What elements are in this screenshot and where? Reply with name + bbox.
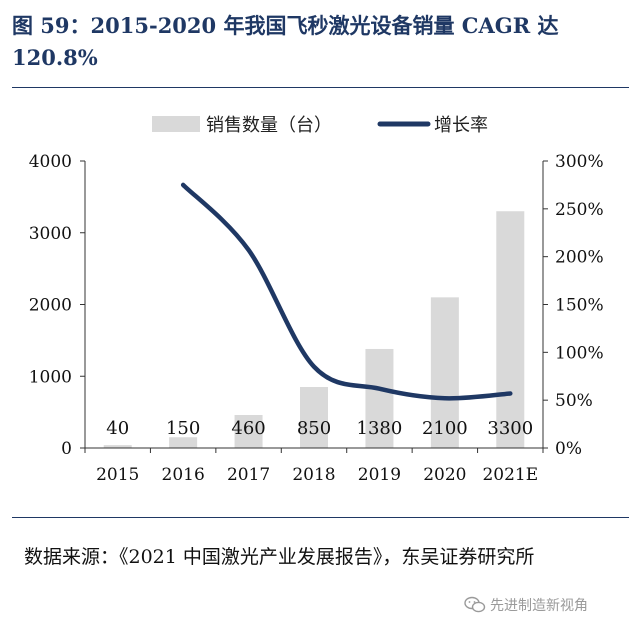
legend-label-growth: 增长率: [434, 115, 488, 136]
x-tick-label: 2021E: [482, 465, 538, 485]
y-left-tick-label: 4000: [29, 152, 72, 172]
bar-2020: [430, 297, 459, 448]
bar-2021E: [496, 211, 525, 448]
y-right-tick-label: 150%: [555, 296, 604, 316]
x-tick-label: 2019: [358, 465, 401, 485]
line-series: [180, 182, 513, 401]
data-label-2019: 1380: [357, 418, 403, 439]
legend-label-sales: 销售数量（台）: [206, 115, 332, 136]
watermark: 先进制造新视角: [464, 592, 632, 618]
growth-rate-line: [180, 182, 513, 401]
data-label-2020: 2100: [422, 418, 468, 439]
y-right-tick-label: 100%: [555, 343, 604, 363]
bar-2018: [300, 387, 328, 448]
chart-axes: 0 1000 2000 3000 4000 0% 50% 100% 150% 200% 250% 30…: [29, 152, 604, 485]
bar-2019: [365, 348, 394, 448]
y-left-tick-label: 0: [61, 439, 72, 459]
source-divider: [12, 517, 629, 518]
bar-2017: [234, 414, 263, 448]
y-left-tick-label: 2000: [29, 296, 72, 316]
x-tick-label: 2015: [96, 465, 139, 485]
y-right-tick-label: 0%: [555, 439, 582, 459]
data-label-2021E: 3300: [487, 418, 533, 439]
y-left-tick-label: 3000: [29, 224, 72, 244]
y-right-tick-label: 50%: [555, 391, 593, 411]
sales-growth-chart: 销售数量（台） 增长率 0 1000 2000 3000 4000 0% 50% 100% 15…: [29, 115, 604, 485]
data-labels: 40 150 460 850 1380 2100 3300: [106, 418, 533, 439]
data-label-2017: 460: [231, 418, 265, 439]
bar-2016: [169, 437, 198, 448]
bar-2015: [103, 445, 132, 448]
wechat-icon: [464, 596, 486, 613]
figure-title: 图 59：2015-2020 年我国飞秒激光设备销量 CAGR 达 120.8%: [12, 13, 559, 70]
y-left-tick-label: 1000: [29, 367, 72, 387]
source-note: 数据来源：《2021 中国激光产业发展报告》，东吴证券研究所: [24, 546, 535, 568]
y-right-tick-label: 200%: [555, 248, 604, 268]
x-tick-label: 2018: [292, 465, 335, 485]
data-label-2016: 150: [166, 418, 200, 439]
bar-series: [103, 211, 525, 448]
watermark-text: 先进制造新视角: [490, 598, 588, 614]
y-right-tick-label: 250%: [555, 200, 604, 220]
x-tick-label: 2020: [423, 465, 466, 485]
data-label-2015: 40: [106, 418, 129, 439]
x-tick-label: 2016: [162, 465, 205, 485]
chart-legend: 销售数量（台） 增长率: [152, 115, 488, 136]
data-label-2018: 850: [297, 418, 331, 439]
title-divider: [12, 87, 629, 88]
legend-swatch-sales: [152, 116, 200, 132]
x-tick-label: 2017: [227, 465, 270, 485]
y-right-tick-label: 300%: [555, 152, 604, 172]
